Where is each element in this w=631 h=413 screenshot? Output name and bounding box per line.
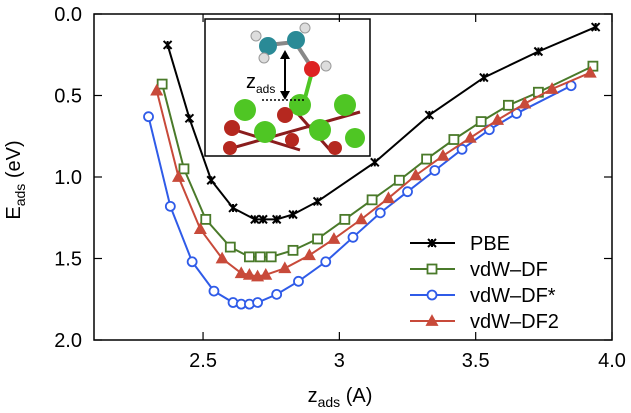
atom	[309, 119, 331, 141]
atom	[304, 61, 320, 77]
atom	[259, 53, 269, 63]
marker	[376, 208, 385, 217]
legend-marker	[427, 316, 437, 325]
marker	[430, 166, 439, 175]
inset-label-sub: ads	[256, 82, 275, 96]
marker	[209, 287, 218, 296]
x-tick-label: 3.5	[462, 350, 490, 372]
x-tick-label: 2.5	[189, 350, 217, 372]
atom	[328, 141, 342, 155]
marker	[261, 270, 271, 279]
y-tick-label: 1.5	[54, 249, 82, 271]
atom	[251, 31, 261, 41]
atom	[300, 23, 310, 33]
x-label-rest: (A)	[340, 385, 372, 407]
marker	[321, 257, 330, 266]
marker	[592, 23, 600, 31]
marker	[245, 252, 254, 261]
marker	[229, 204, 237, 212]
marker	[477, 117, 486, 126]
marker	[253, 298, 262, 307]
y-tick-label: 0.5	[54, 86, 82, 108]
marker	[272, 290, 281, 299]
marker	[280, 263, 290, 272]
marker	[449, 135, 458, 144]
marker	[349, 233, 358, 242]
atom	[345, 128, 365, 148]
y-tick-label: 2.0	[54, 330, 82, 352]
y-label-sub: ads	[12, 184, 28, 207]
marker	[179, 164, 188, 173]
marker	[492, 115, 502, 124]
atom	[321, 61, 331, 71]
marker	[185, 114, 193, 122]
atom	[223, 141, 237, 155]
marker	[188, 257, 197, 266]
y-label-rest: (eV)	[3, 140, 25, 183]
marker	[166, 202, 175, 211]
y-axis-label: Eads (eV)	[3, 140, 28, 219]
marker	[395, 176, 404, 185]
marker	[195, 224, 205, 233]
legend-label: vdW–DF2	[470, 311, 559, 333]
atom	[334, 94, 356, 116]
legend-label: PBE	[470, 233, 510, 255]
y-tick-label: 0.0	[54, 4, 82, 26]
x-tick-label: 4.0	[598, 350, 626, 372]
marker	[368, 195, 377, 204]
x-label-main: z	[308, 385, 318, 407]
marker	[403, 187, 412, 196]
marker	[314, 197, 322, 205]
marker	[226, 243, 235, 252]
marker	[207, 176, 215, 184]
marker	[304, 250, 314, 259]
atom	[277, 107, 293, 123]
x-tick-label: 3	[334, 350, 345, 372]
marker	[144, 112, 153, 121]
marker	[201, 215, 210, 224]
inset: zads	[205, 19, 370, 156]
atom	[287, 31, 305, 49]
atom	[285, 133, 299, 147]
legend-label: vdW–DF*	[470, 285, 556, 307]
legend-marker	[428, 265, 437, 274]
marker	[371, 158, 379, 166]
marker	[425, 111, 433, 119]
marker	[465, 133, 475, 142]
atom	[224, 120, 240, 136]
legend-label: vdW–DF	[470, 259, 548, 281]
inset-label-main: z	[246, 71, 256, 93]
atom	[259, 37, 277, 55]
marker	[438, 151, 448, 160]
marker	[504, 101, 513, 110]
marker	[256, 252, 265, 261]
legend-marker	[428, 291, 437, 300]
chart: Eads (eV) zads (A) zads 0.00.51.	[0, 0, 631, 413]
marker	[267, 252, 276, 261]
marker	[244, 270, 254, 279]
x-axis-label: zads (A)	[308, 385, 373, 410]
marker	[158, 80, 167, 89]
marker	[289, 246, 298, 255]
marker	[340, 215, 349, 224]
y-label-main: E	[3, 206, 25, 219]
marker	[313, 234, 322, 243]
atom	[254, 121, 276, 143]
marker	[534, 47, 542, 55]
y-tick-label: 1.0	[54, 167, 82, 189]
marker	[547, 84, 557, 93]
marker	[164, 41, 172, 49]
marker	[422, 155, 431, 164]
marker	[480, 74, 488, 82]
atom	[234, 99, 256, 121]
marker	[294, 277, 303, 286]
x-label-sub: ads	[318, 394, 341, 410]
